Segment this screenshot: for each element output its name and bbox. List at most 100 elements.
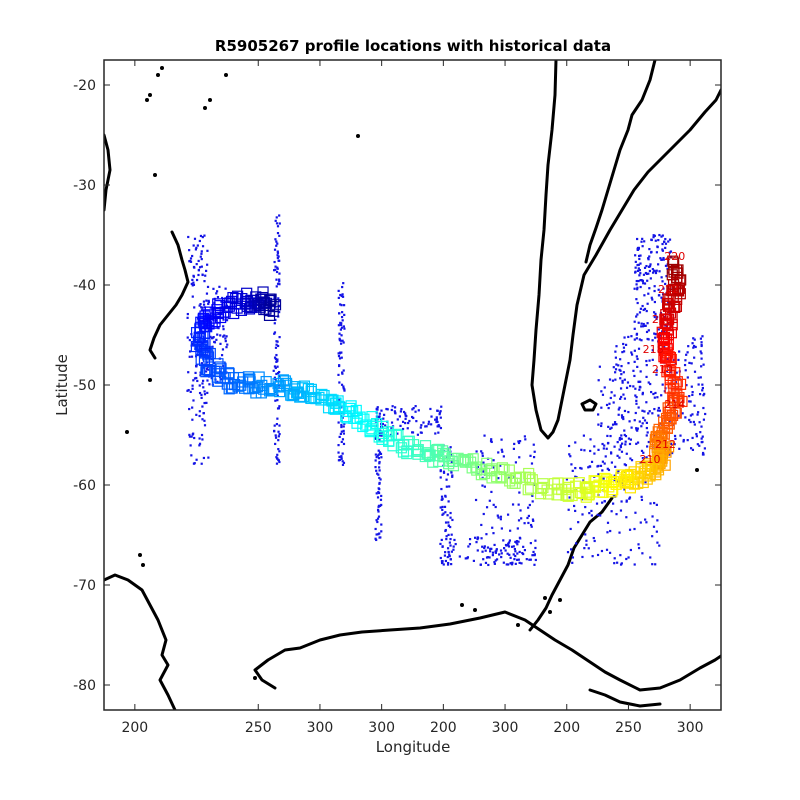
historical-point bbox=[474, 498, 478, 502]
historical-point bbox=[200, 265, 203, 268]
historical-point bbox=[220, 354, 224, 357]
historical-point bbox=[450, 533, 453, 536]
historical-point bbox=[645, 364, 648, 367]
historical-point bbox=[635, 442, 638, 445]
historical-point bbox=[187, 235, 190, 239]
historical-point bbox=[275, 456, 278, 459]
historical-point bbox=[629, 548, 632, 552]
historical-point bbox=[342, 442, 346, 446]
historical-point bbox=[647, 440, 650, 444]
historical-point bbox=[691, 391, 694, 394]
historical-point bbox=[622, 371, 625, 374]
historical-point bbox=[644, 271, 647, 275]
historical-point bbox=[441, 508, 444, 511]
historical-point bbox=[598, 365, 601, 368]
historical-point bbox=[662, 256, 665, 260]
historical-point bbox=[436, 425, 439, 428]
historical-point bbox=[416, 433, 420, 436]
historical-point bbox=[278, 450, 281, 453]
historical-point bbox=[488, 556, 491, 559]
historical-point bbox=[188, 338, 191, 342]
historical-point bbox=[340, 294, 343, 298]
historical-point bbox=[278, 234, 281, 237]
historical-point bbox=[452, 548, 455, 551]
historical-point bbox=[612, 494, 615, 497]
profile-marker bbox=[287, 388, 300, 401]
historical-point bbox=[378, 415, 381, 418]
historical-point bbox=[693, 356, 696, 359]
historical-point bbox=[698, 421, 701, 424]
historical-point bbox=[641, 245, 644, 248]
historical-point bbox=[381, 422, 385, 426]
historical-point bbox=[622, 393, 625, 396]
historical-point bbox=[481, 484, 484, 487]
historical-point bbox=[632, 385, 635, 388]
historical-point bbox=[653, 285, 656, 288]
historical-point bbox=[196, 379, 199, 383]
historical-point bbox=[499, 515, 503, 518]
historical-point bbox=[619, 554, 622, 557]
historical-point bbox=[653, 315, 656, 319]
historical-point bbox=[222, 328, 225, 331]
historical-point bbox=[615, 363, 618, 366]
historical-point bbox=[655, 503, 658, 506]
historical-point bbox=[633, 287, 636, 290]
historical-point bbox=[207, 456, 210, 459]
historical-point bbox=[656, 315, 659, 319]
profile-marker bbox=[219, 372, 231, 384]
historical-point bbox=[390, 421, 394, 424]
historical-point bbox=[442, 512, 445, 515]
historical-point bbox=[215, 338, 218, 341]
historical-point bbox=[616, 454, 619, 457]
historical-point bbox=[568, 453, 571, 456]
historical-point bbox=[635, 402, 638, 405]
historical-point bbox=[601, 501, 604, 504]
historical-point bbox=[278, 214, 281, 217]
historical-point bbox=[699, 431, 702, 434]
historical-point bbox=[660, 258, 663, 261]
historical-point bbox=[516, 527, 519, 530]
historical-point bbox=[616, 561, 619, 564]
historical-point bbox=[192, 281, 195, 284]
historical-point bbox=[622, 342, 625, 346]
historical-point bbox=[276, 399, 279, 402]
historical-point bbox=[635, 298, 638, 301]
historical-point bbox=[636, 248, 640, 251]
historical-point bbox=[643, 294, 646, 297]
historical-point bbox=[414, 405, 417, 408]
historical-point bbox=[619, 444, 622, 447]
historical-point bbox=[337, 364, 341, 368]
historical-point bbox=[192, 399, 195, 402]
historical-point bbox=[192, 283, 196, 286]
historical-point bbox=[447, 521, 450, 524]
historical-point bbox=[188, 407, 191, 411]
historical-point bbox=[596, 513, 599, 517]
historical-point bbox=[340, 425, 343, 429]
historical-point bbox=[337, 398, 340, 401]
historical-point bbox=[657, 406, 660, 410]
historical-point bbox=[485, 506, 489, 509]
historical-point bbox=[635, 283, 638, 286]
historical-point bbox=[675, 371, 678, 374]
historical-point bbox=[599, 464, 603, 467]
historical-point bbox=[192, 244, 195, 247]
historical-point bbox=[654, 239, 657, 242]
historical-point bbox=[502, 539, 505, 542]
historical-point bbox=[450, 550, 453, 553]
profile-marker bbox=[671, 284, 684, 296]
historical-point bbox=[667, 271, 670, 274]
profile-marker bbox=[666, 285, 678, 297]
profile-marker bbox=[504, 475, 516, 487]
historical-point bbox=[637, 321, 640, 324]
profile-marker bbox=[419, 440, 432, 452]
historical-point bbox=[669, 250, 673, 253]
historical-point bbox=[674, 437, 677, 441]
historical-point bbox=[446, 514, 449, 517]
historical-point bbox=[500, 448, 503, 451]
historical-point bbox=[677, 414, 680, 417]
historical-point bbox=[531, 500, 534, 503]
historical-point bbox=[343, 422, 346, 425]
profile-label: 222 bbox=[658, 283, 679, 296]
historical-point bbox=[449, 453, 453, 456]
island bbox=[160, 66, 164, 70]
